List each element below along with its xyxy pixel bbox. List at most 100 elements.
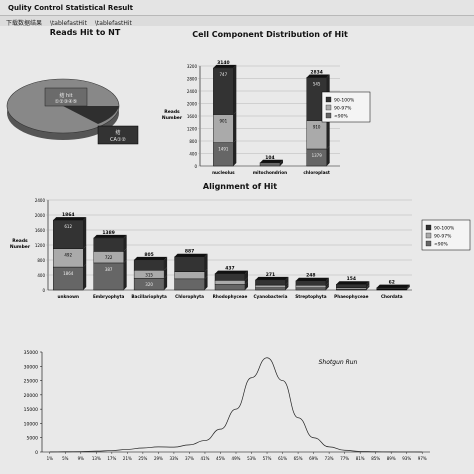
bar-segment [53, 219, 84, 249]
y-tick-label: 1600 [187, 114, 198, 119]
x-tick-label: 37% [185, 456, 194, 461]
y-tick-label: 2000 [35, 213, 46, 218]
total-label: 1864 [62, 212, 75, 218]
y-tick-label: 15000 [24, 407, 38, 413]
slice-label-other-2: CA①② [110, 137, 126, 143]
bar-top [134, 256, 168, 260]
segment-label: 315 [145, 272, 153, 277]
y-tick-label: 2400 [35, 198, 46, 203]
bar-side [83, 245, 87, 268]
x-tick-label: 17% [107, 456, 116, 461]
x-tick-label: 21% [123, 456, 132, 461]
bar-segment [214, 280, 246, 285]
bar-segment [93, 262, 124, 291]
legend-label: <90% [434, 242, 448, 248]
bar-segment [133, 259, 165, 271]
bar-segment [93, 237, 124, 252]
bar-segment [214, 284, 246, 291]
y-tick-label: 1200 [35, 243, 46, 248]
x-tick-label: 49% [232, 456, 241, 461]
x-tick-label: Cyanobacteria [253, 294, 287, 299]
legend-label: 90-97% [434, 234, 452, 240]
x-tick-label: Rhodophyceae [213, 294, 248, 299]
bar-side [366, 286, 370, 290]
series-label: Shotgun Run [319, 359, 358, 366]
table-best-hit-link[interactable]: \tablefastHit [94, 20, 132, 27]
x-tick-label: 57% [263, 456, 272, 461]
total-label: 2834 [310, 69, 323, 75]
x-tick-label: 1% [47, 456, 54, 461]
bar-side [164, 267, 168, 279]
total-label: 3140 [217, 60, 230, 66]
y-tick-label: 0 [35, 450, 38, 456]
bar-side [204, 268, 208, 279]
segment-label: 320 [145, 282, 153, 287]
bar-segment [259, 162, 281, 167]
link-bar: 下载数据结果 \tablefastHit \tablefastHit [6, 18, 138, 27]
x-tick-label: 77% [340, 456, 349, 461]
bar-segment [53, 248, 84, 268]
y-tick-label: 2800 [187, 77, 198, 82]
x-tick-label: 9% [78, 456, 85, 461]
cell-component-title: Cell Component Distribution of Hit [192, 30, 348, 39]
reads-hit-title: Reads Hit to NT [49, 28, 121, 37]
bar-segment [214, 273, 246, 281]
slice-label-hit-2: ①②③④⑤ [55, 99, 77, 105]
x-tick-label: 81% [356, 456, 365, 461]
segment-label: 910 [313, 125, 321, 130]
bar-side [164, 256, 168, 271]
bar-segment [255, 287, 286, 291]
y-tick-label: 25000 [24, 379, 38, 385]
segment-label: 492 [64, 253, 72, 258]
legend-label: 90-97% [334, 106, 352, 112]
x-tick-label: 65% [294, 456, 303, 461]
bar-segment [336, 287, 367, 290]
y-tick-label: 800 [37, 258, 45, 263]
x-tick-label: 45% [216, 456, 225, 461]
bar-top [174, 253, 208, 257]
bar-side [325, 282, 329, 288]
x-tick-label: 29% [154, 456, 163, 461]
bar-side [325, 284, 329, 290]
bar-segment [295, 280, 327, 286]
bar-top [93, 234, 127, 238]
bar-side [280, 159, 283, 166]
x-tick-label: 97% [418, 456, 427, 461]
y-tick-label: 400 [37, 273, 45, 278]
y-tick-label: 30000 [24, 364, 38, 370]
segment-label: 901 [220, 119, 228, 124]
segment-label: 1491 [218, 147, 229, 152]
total-label: 271 [266, 272, 275, 278]
bar-segment [295, 287, 327, 291]
bar-side [123, 234, 127, 252]
legend-swatch [325, 112, 332, 119]
bar-side [285, 282, 289, 288]
total-label: 248 [306, 273, 315, 279]
total-label: 1389 [102, 230, 115, 236]
table-hit-link[interactable]: \tablefastHit [49, 20, 87, 27]
alignment-title: Alignment of Hit [202, 182, 278, 191]
legend-swatch [325, 96, 332, 103]
bar-side [204, 253, 208, 272]
x-tick-label: chloroplast [303, 170, 329, 175]
y-axis-label-word: Reads [12, 238, 28, 244]
download-link[interactable]: 下载数据结果 [6, 20, 43, 27]
y-tick-label: 1200 [187, 127, 198, 132]
slice-label-other: 结 [115, 129, 120, 136]
y-tick-label: 800 [189, 139, 197, 144]
bar-segment [336, 284, 367, 288]
legend-label: <90% [334, 114, 348, 120]
bar-segment [376, 287, 407, 290]
bar-side [285, 276, 289, 286]
y-tick-label: 2000 [187, 102, 198, 107]
x-tick-label: 13% [92, 456, 101, 461]
bar-side [366, 284, 370, 290]
total-label: 104 [265, 155, 274, 161]
slice-label-hit: 结 hit [59, 92, 72, 99]
legend-swatch [425, 224, 432, 231]
y-tick-label: 400 [189, 152, 197, 157]
segment-label: 722 [105, 255, 113, 260]
x-tick-label: unknown [57, 294, 78, 299]
total-label: 154 [347, 276, 356, 282]
legend-label: 90-100% [334, 98, 355, 104]
